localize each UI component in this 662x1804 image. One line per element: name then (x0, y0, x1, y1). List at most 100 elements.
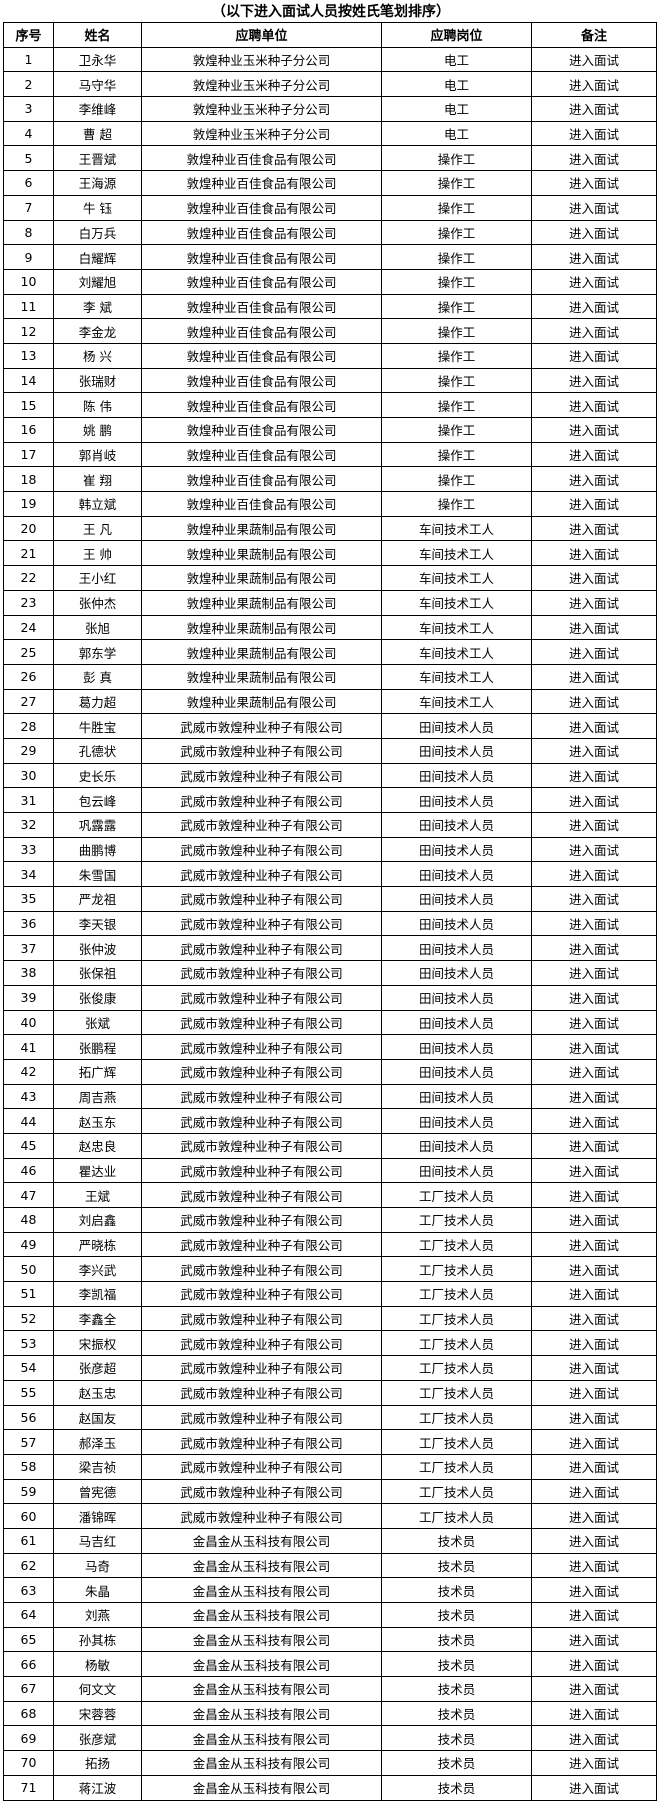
table-row: 49 严晓栋 武威市敦煌种业种子有限公司 工厂技术人员 进入面试 (3, 1231, 657, 1258)
cell-position: 工厂技术人员 (381, 1478, 532, 1505)
cell-name: 包云峰 (53, 787, 142, 813)
cell-remark: 进入面试 (531, 1774, 657, 1801)
cell-remark: 进入面试 (531, 589, 657, 616)
cell-name: 严龙祖 (53, 886, 142, 912)
cell-name: 王小红 (53, 565, 142, 591)
cell-index: 6 (3, 170, 54, 196)
cell-name: 张保祖 (53, 960, 142, 986)
cell-position: 车间技术工人 (381, 565, 532, 591)
cell-name: 马奇 (53, 1552, 142, 1579)
cell-index: 31 (3, 787, 54, 813)
cell-name: 李金龙 (53, 318, 142, 344)
cell-index: 56 (3, 1404, 54, 1431)
cell-name: 张鹏程 (53, 1034, 142, 1060)
table-row: 31 包云峰 武威市敦煌种业种子有限公司 田间技术人员 进入面试 (3, 787, 657, 813)
cell-position: 车间技术工人 (381, 639, 532, 665)
cell-position: 操作工 (381, 417, 532, 443)
cell-index: 45 (3, 1132, 54, 1159)
cell-position: 操作工 (381, 466, 532, 493)
cell-name: 张旭 (53, 614, 142, 641)
table-row: 30 史长乐 武威市敦煌种业种子有限公司 田间技术人员 进入面试 (3, 762, 657, 789)
table-row: 41 张鹏程 武威市敦煌种业种子有限公司 田间技术人员 进入面试 (3, 1034, 657, 1060)
cell-index: 5 (3, 145, 54, 172)
cell-company: 敦煌种业果蔬制品有限公司 (141, 565, 382, 591)
cell-index: 57 (3, 1429, 54, 1455)
table-row: 37 张仲波 武威市敦煌种业种子有限公司 田间技术人员 进入面试 (3, 935, 657, 962)
cell-company: 敦煌种业百佳食品有限公司 (141, 417, 382, 443)
table-row: 11 李 斌敦煌种业百佳食品有限公司 操作工 进入面试 (3, 293, 657, 320)
cell-company: 武威市敦煌种业种子有限公司 (141, 1256, 382, 1283)
cell-position: 田间技术人员 (381, 1058, 532, 1085)
cell-name: 史长乐 (53, 762, 142, 789)
cell-name: 葛力超 (53, 688, 142, 715)
table-row: 69 张彦斌 金昌金从玉科技有限公司 技术员 进入面试 (3, 1725, 657, 1752)
cell-company: 敦煌种业百佳食品有限公司 (141, 293, 382, 320)
cell-index: 65 (3, 1626, 54, 1653)
cell-company: 武威市敦煌种业种子有限公司 (141, 1058, 382, 1085)
cell-company: 敦煌种业百佳食品有限公司 (141, 466, 382, 493)
cell-position: 操作工 (381, 268, 532, 295)
table-row: 58 梁吉祯 武威市敦煌种业种子有限公司 工厂技术人员 进入面试 (3, 1453, 657, 1480)
cell-company: 敦煌种业百佳食品有限公司 (141, 491, 382, 517)
cell-index: 67 (3, 1676, 54, 1702)
cell-name: 孔德状 (53, 737, 142, 764)
cell-name: 李天银 (53, 910, 142, 937)
table-row: 20 王 凡敦煌种业果蔬制品有限公司 车间技术工人 进入面试 (3, 515, 657, 542)
cell-company: 武威市敦煌种业种子有限公司 (141, 1404, 382, 1431)
cell-position: 操作工 (381, 318, 532, 344)
cell-company: 金昌金从玉科技有限公司 (141, 1552, 382, 1579)
cell-company: 敦煌种业玉米种子分公司 (141, 120, 382, 147)
cell-position: 技术员 (381, 1676, 532, 1702)
cell-position: 技术员 (381, 1626, 532, 1653)
cell-position: 工厂技术人员 (381, 1453, 532, 1480)
table-row: 33 曲鹏博 武威市敦煌种业种子有限公司 田间技术人员 进入面试 (3, 836, 657, 863)
cell-position: 工厂技术人员 (381, 1305, 532, 1332)
cell-remark: 进入面试 (531, 293, 657, 320)
table-row: 32 巩露露 武威市敦煌种业种子有限公司 田间技术人员 进入面试 (3, 812, 657, 838)
cell-company: 武威市敦煌种业种子有限公司 (141, 1355, 382, 1381)
cell-position: 工厂技术人员 (381, 1379, 532, 1406)
cell-index: 61 (3, 1527, 54, 1554)
cell-remark: 进入面试 (531, 1453, 657, 1480)
cell-remark: 进入面试 (531, 96, 657, 122)
cell-position: 田间技术人员 (381, 1132, 532, 1159)
table-row: 15 陈 伟敦煌种业百佳食品有限公司 操作工 进入面试 (3, 392, 657, 418)
cell-company: 武威市敦煌种业种子有限公司 (141, 960, 382, 986)
cell-position: 操作工 (381, 170, 532, 196)
cell-name: 李凯福 (53, 1281, 142, 1307)
header-company: 应聘单位 (141, 22, 382, 48)
cell-index: 25 (3, 639, 54, 665)
cell-remark: 进入面试 (531, 1527, 657, 1554)
table-row: 62 马奇 金昌金从玉科技有限公司 技术员 进入面试 (3, 1552, 657, 1579)
cell-position: 田间技术人员 (381, 762, 532, 789)
cell-index: 62 (3, 1552, 54, 1579)
cell-position: 技术员 (381, 1750, 532, 1776)
table-row: 56 赵国友 武威市敦煌种业种子有限公司 工厂技术人员 进入面试 (3, 1404, 657, 1431)
table-row: 57 郝泽玉 武威市敦煌种业种子有限公司 工厂技术人员 进入面试 (3, 1429, 657, 1455)
cell-index: 33 (3, 836, 54, 863)
cell-name: 张彦斌 (53, 1725, 142, 1752)
cell-company: 武威市敦煌种业种子有限公司 (141, 984, 382, 1011)
cell-name: 姚 鹏 (53, 417, 142, 443)
cell-remark: 进入面试 (531, 1404, 657, 1431)
cell-name: 拓扬 (53, 1750, 142, 1776)
cell-company: 敦煌种业百佳食品有限公司 (141, 244, 382, 270)
cell-remark: 进入面试 (531, 441, 657, 468)
cell-position: 工厂技术人员 (381, 1281, 532, 1307)
cell-company: 武威市敦煌种业种子有限公司 (141, 1108, 382, 1134)
cell-remark: 进入面试 (531, 367, 657, 394)
cell-index: 71 (3, 1774, 54, 1801)
cell-name: 朱晶 (53, 1577, 142, 1603)
cell-name: 刘燕 (53, 1602, 142, 1628)
cell-company: 武威市敦煌种业种子有限公司 (141, 1429, 382, 1455)
cell-name: 王斌 (53, 1182, 142, 1208)
table-row: 34 朱雪国 武威市敦煌种业种子有限公司 田间技术人员 进入面试 (3, 861, 657, 888)
cell-name: 蒋江波 (53, 1774, 142, 1801)
cell-index: 20 (3, 515, 54, 542)
cell-position: 操作工 (381, 244, 532, 270)
cell-remark: 进入面试 (531, 639, 657, 665)
header-position: 应聘岗位 (381, 22, 532, 48)
cell-name: 彭 真 (53, 663, 142, 690)
cell-name: 宋蓉蓉 (53, 1700, 142, 1727)
table-row: 60 潘锦晖 武威市敦煌种业种子有限公司 工厂技术人员 进入面试 (3, 1503, 657, 1529)
